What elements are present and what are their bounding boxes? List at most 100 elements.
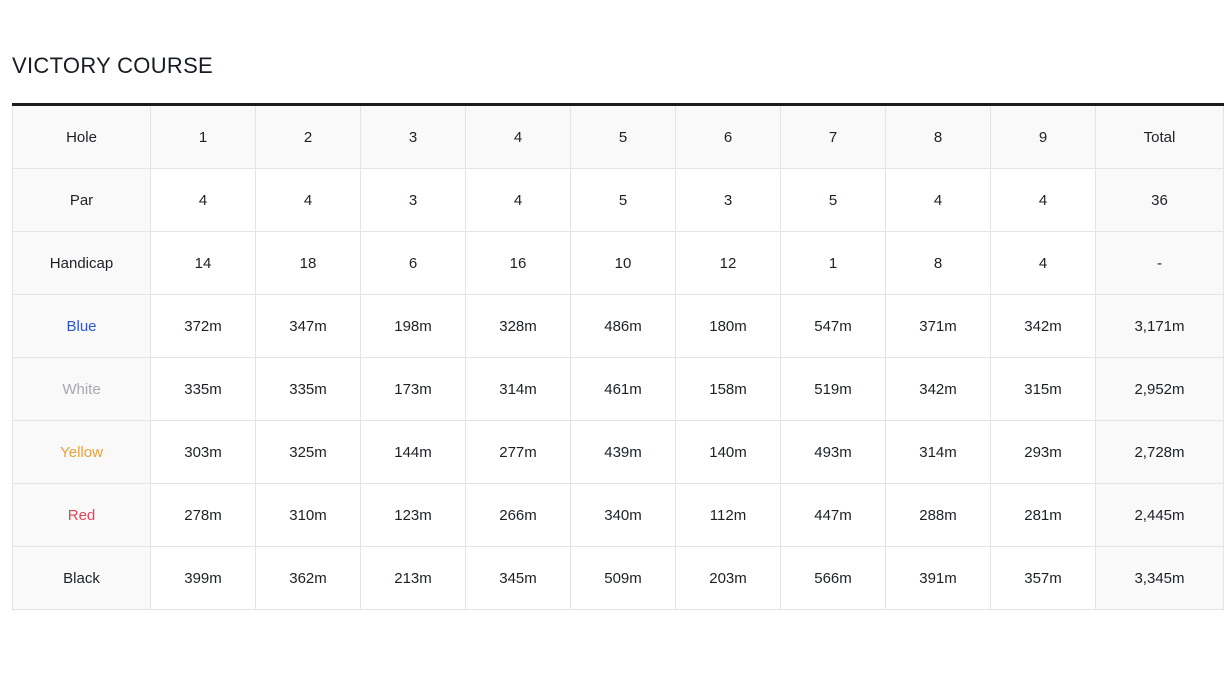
value-cell: 315m: [990, 357, 1096, 421]
total-cell: 36: [1095, 168, 1224, 232]
value-cell: 509m: [570, 546, 676, 610]
value-cell: 519m: [780, 357, 886, 421]
header-cell-hole-9: 9: [990, 104, 1096, 169]
value-cell: 180m: [675, 294, 781, 358]
value-cell: 325m: [255, 420, 361, 484]
value-cell: 158m: [675, 357, 781, 421]
table-row-handicap: Handicap 14 18 6 16 10 12 1 8 4-: [12, 231, 1224, 295]
header-cell-hole: Hole: [12, 104, 151, 169]
header-cell-hole-8: 8: [885, 104, 991, 169]
header-cell-hole-4: 4: [465, 104, 571, 169]
value-cell: 4: [990, 168, 1096, 232]
table-row-yellow: Yellow 303m 325m 144m 277m 439m 140m 493m 314m 29…: [12, 420, 1224, 484]
value-cell: 391m: [885, 546, 991, 610]
value-cell: 6: [360, 231, 466, 295]
value-cell: 293m: [990, 420, 1096, 484]
header-cell-hole-2: 2: [255, 104, 361, 169]
value-cell: 371m: [885, 294, 991, 358]
value-cell: 328m: [465, 294, 571, 358]
value-cell: 340m: [570, 483, 676, 547]
header-cell-total: Total: [1095, 104, 1224, 169]
value-cell: 310m: [255, 483, 361, 547]
value-cell: 5: [570, 168, 676, 232]
value-cell: 486m: [570, 294, 676, 358]
value-cell: 342m: [885, 357, 991, 421]
row-label: Red: [12, 483, 151, 547]
value-cell: 335m: [150, 357, 256, 421]
course-table: Hole 1 2 3 4 5 6 7 8 9 Total Par 4 4 3 4 5 3 5 4 4 36 Handica…: [12, 103, 1224, 610]
value-cell: 14: [150, 231, 256, 295]
table-row-black: Black 399m 362m 213m 345m 509m 203m 566m 391m 357…: [12, 546, 1224, 610]
value-cell: 372m: [150, 294, 256, 358]
value-cell: 362m: [255, 546, 361, 610]
header-cell-hole-5: 5: [570, 104, 676, 169]
value-cell: 4: [465, 168, 571, 232]
value-cell: 112m: [675, 483, 781, 547]
table-header: Hole 1 2 3 4 5 6 7 8 9 Total: [12, 104, 1224, 169]
total-cell: 3,345m: [1095, 546, 1224, 610]
page: VICTORY COURSE Hole 1 2 3 4 5 6 7 8 9 Total Par 4 4 3…: [12, 53, 1224, 610]
value-cell: 10: [570, 231, 676, 295]
header-cell-hole-1: 1: [150, 104, 256, 169]
row-label: Yellow: [12, 420, 151, 484]
value-cell: 203m: [675, 546, 781, 610]
value-cell: 303m: [150, 420, 256, 484]
table-row-blue: Blue 372m 347m 198m 328m 486m 180m 547m 371m 342m…: [12, 294, 1224, 358]
total-cell: 2,728m: [1095, 420, 1224, 484]
value-cell: 461m: [570, 357, 676, 421]
value-cell: 266m: [465, 483, 571, 547]
value-cell: 345m: [465, 546, 571, 610]
value-cell: 8: [885, 231, 991, 295]
value-cell: 399m: [150, 546, 256, 610]
table-body: Par 4 4 3 4 5 3 5 4 4 36 Handicap 14 18 6 16 10 12 1 8 4- Blu…: [12, 168, 1224, 610]
value-cell: 1: [780, 231, 886, 295]
total-cell: 3,171m: [1095, 294, 1224, 358]
table-row-red: Red 278m 310m 123m 266m 340m 112m 447m 288m 281m 2…: [12, 483, 1224, 547]
value-cell: 4: [885, 168, 991, 232]
value-cell: 5: [780, 168, 886, 232]
value-cell: 357m: [990, 546, 1096, 610]
value-cell: 4: [990, 231, 1096, 295]
value-cell: 123m: [360, 483, 466, 547]
total-cell: 2,445m: [1095, 483, 1224, 547]
row-label: Black: [12, 546, 151, 610]
table-header-row: Hole 1 2 3 4 5 6 7 8 9 Total: [12, 104, 1224, 169]
value-cell: 173m: [360, 357, 466, 421]
header-cell-hole-6: 6: [675, 104, 781, 169]
value-cell: 12: [675, 231, 781, 295]
value-cell: 277m: [465, 420, 571, 484]
value-cell: 288m: [885, 483, 991, 547]
value-cell: 4: [150, 168, 256, 232]
value-cell: 198m: [360, 294, 466, 358]
value-cell: 566m: [780, 546, 886, 610]
value-cell: 144m: [360, 420, 466, 484]
total-cell: 2,952m: [1095, 357, 1224, 421]
value-cell: 447m: [780, 483, 886, 547]
value-cell: 3: [675, 168, 781, 232]
value-cell: 314m: [885, 420, 991, 484]
value-cell: 342m: [990, 294, 1096, 358]
total-cell: -: [1095, 231, 1224, 295]
value-cell: 347m: [255, 294, 361, 358]
page-title: VICTORY COURSE: [12, 53, 214, 78]
row-label: Handicap: [12, 231, 151, 295]
header-cell-hole-7: 7: [780, 104, 886, 169]
value-cell: 18: [255, 231, 361, 295]
value-cell: 547m: [780, 294, 886, 358]
row-label: Par: [12, 168, 151, 232]
row-label: Blue: [12, 294, 151, 358]
value-cell: 278m: [150, 483, 256, 547]
value-cell: 335m: [255, 357, 361, 421]
header-cell-hole-3: 3: [360, 104, 466, 169]
value-cell: 213m: [360, 546, 466, 610]
table-row-par: Par 4 4 3 4 5 3 5 4 4 36: [12, 168, 1224, 232]
value-cell: 3: [360, 168, 466, 232]
value-cell: 140m: [675, 420, 781, 484]
value-cell: 16: [465, 231, 571, 295]
value-cell: 439m: [570, 420, 676, 484]
row-label: White: [12, 357, 151, 421]
table-row-white: White 335m 335m 173m 314m 461m 158m 519m 342m 315…: [12, 357, 1224, 421]
value-cell: 493m: [780, 420, 886, 484]
value-cell: 281m: [990, 483, 1096, 547]
value-cell: 4: [255, 168, 361, 232]
